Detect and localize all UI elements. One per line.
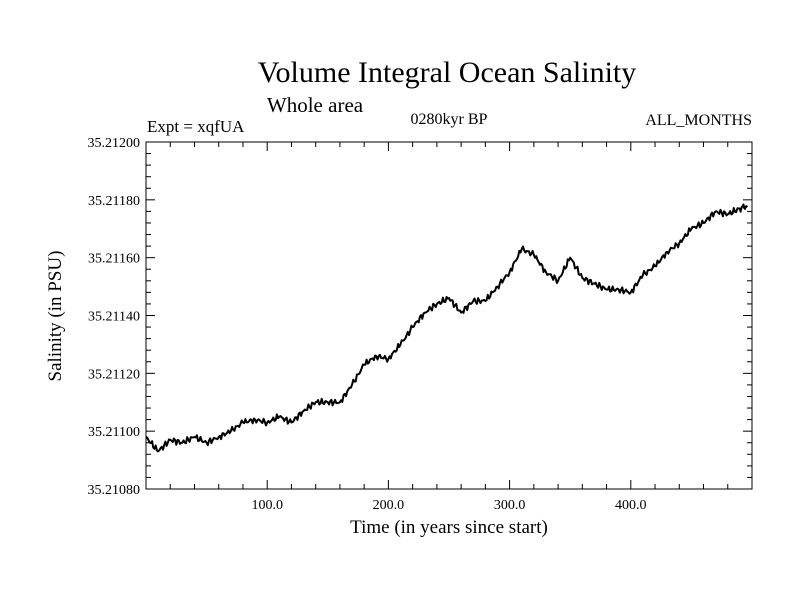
chart-subtitle: Whole area: [267, 93, 364, 117]
experiment-label: Expt = xqfUA: [147, 117, 245, 136]
plot-frame: [145, 141, 753, 490]
y-tick-label: 35.21100: [88, 425, 140, 440]
y-tick-label: 35.21080: [88, 483, 141, 498]
x-tick-label: 400.0: [615, 498, 647, 513]
y-tick-label: 35.21180: [88, 194, 140, 209]
y-tick-label: 35.21200: [88, 136, 141, 151]
x-tick-label: 200.0: [373, 498, 405, 513]
series-line: [145, 203, 749, 453]
y-axis-label: Salinity (in PSU): [45, 251, 66, 382]
months-label: ALL_MONTHS: [645, 112, 752, 129]
x-tick-label: 300.0: [494, 498, 526, 513]
y-tick-label: 35.21140: [88, 310, 140, 325]
x-tick-label: 100.0: [251, 498, 283, 513]
chart-title: Volume Integral Ocean Salinity: [258, 56, 637, 89]
x-axis: 100.0 200.0 300.0 400.0: [169, 142, 729, 513]
y-axis: 35.21080 35.21100 35.21120 35.21140 35.21160…: [88, 136, 752, 498]
y-tick-label: 35.21160: [88, 252, 140, 267]
x-axis-label: Time (in years since start): [350, 517, 548, 538]
y-tick-label: 35.21120: [88, 367, 140, 382]
period-label: 0280kyr BP: [411, 111, 488, 128]
